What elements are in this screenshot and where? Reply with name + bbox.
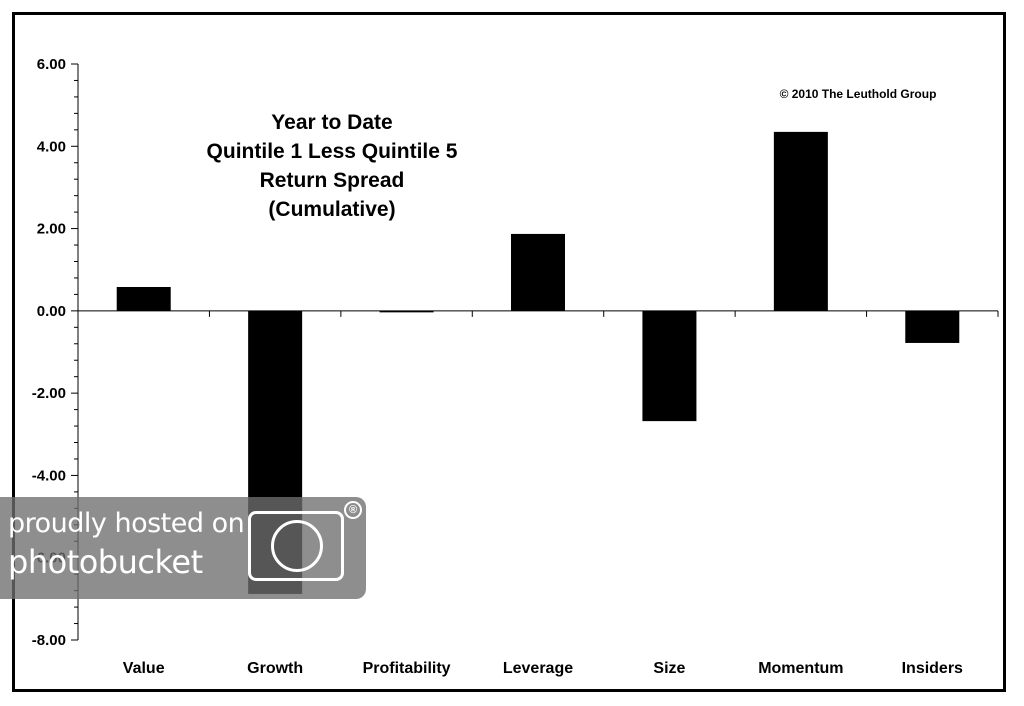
chart-title-line: Year to Date (271, 111, 392, 134)
watermark-line1: proudly hosted on (8, 508, 245, 539)
photobucket-watermark: proudly hosted on photobucket ® (0, 497, 366, 599)
chart-title-line: Return Spread (260, 169, 405, 192)
bar-insiders (905, 310, 960, 343)
x-tick-label: Insiders (902, 660, 963, 677)
x-tick-label: Growth (247, 660, 303, 677)
bar-leverage (511, 233, 565, 311)
x-tick-label: Momentum (758, 660, 843, 677)
camera-icon (248, 511, 344, 581)
x-tick-label: Profitability (363, 660, 451, 677)
x-tick-label: Size (653, 660, 685, 677)
y-tick-label: 0.00 (37, 303, 66, 320)
chart-title-line: (Cumulative) (268, 198, 395, 221)
x-tick-label: Leverage (503, 660, 573, 677)
chart-title: Year to Date Quintile 1 Less Quintile 5 Re… (207, 111, 458, 221)
registered-mark: ® (344, 501, 362, 519)
chart-title-line: Quintile 1 Less Quintile 5 (207, 140, 458, 163)
y-tick-label: 4.00 (37, 138, 66, 155)
y-tick-label: -8.00 (32, 632, 66, 649)
camera-lens-icon (271, 520, 323, 572)
y-tick-label: -4.00 (32, 467, 66, 484)
bar-profitability (379, 310, 434, 313)
watermark-line2: photobucket (8, 543, 203, 581)
x-tick-label: Value (123, 660, 165, 677)
bar-momentum (773, 131, 828, 311)
bar-value (116, 286, 171, 311)
y-tick-label: 2.00 (37, 221, 66, 238)
bar-size (642, 310, 697, 422)
y-tick-label: 6.00 (37, 56, 66, 73)
copyright-note: © 2010 The Leuthold Group (780, 87, 937, 101)
y-tick-label: -2.00 (32, 385, 66, 402)
